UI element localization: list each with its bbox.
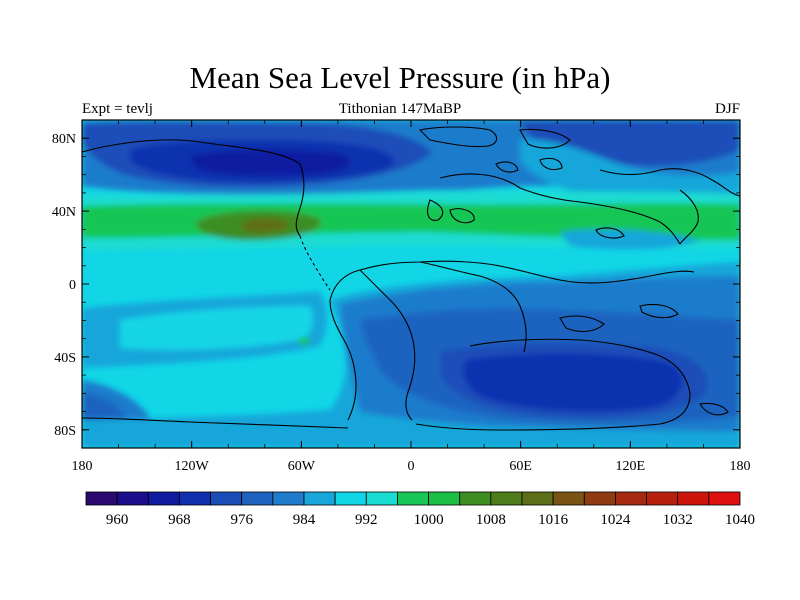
lat-tick-label: 40N xyxy=(52,205,76,220)
east-subtropical-high xyxy=(720,214,740,240)
south-small-high xyxy=(298,337,310,345)
colorbar-swatch xyxy=(116,491,149,506)
axis-layer: 80N 40N 0 40S 80S 180 120W 60W 0 60E 120E 180 xyxy=(52,119,751,474)
colorbar-swatch xyxy=(552,491,585,506)
colorbar-label: 1040 xyxy=(725,512,755,528)
colorbar-swatch xyxy=(147,491,180,506)
colorbar-swatch xyxy=(365,491,398,506)
colorbar-label: 1032 xyxy=(663,512,693,528)
southern-low-976 xyxy=(463,353,682,412)
arctic-low-968 xyxy=(190,149,351,176)
colorbar-swatch xyxy=(210,491,243,506)
colorbar-swatch xyxy=(241,491,274,506)
colorbar-swatch xyxy=(521,491,554,506)
colorbar-swatch xyxy=(490,491,523,506)
colorbar: 960 968 976 984 992 1000 1008 1016 1024 1032 1040 xyxy=(85,491,755,528)
colorbar-label: 1016 xyxy=(538,512,569,528)
lat-tick-label: 0 xyxy=(69,278,76,293)
colorbar-swatch xyxy=(428,491,461,506)
south-polar-band xyxy=(82,418,740,448)
period-label: Tithonian 147MaBP xyxy=(338,101,462,117)
colorbar-label: 976 xyxy=(230,512,253,528)
colorbar-swatch xyxy=(708,491,741,506)
lon-tick-label: 60W xyxy=(288,459,316,474)
coastlines xyxy=(82,126,740,431)
season-label: DJF xyxy=(714,101,740,117)
colorbar-label: 992 xyxy=(355,512,378,528)
colorbar-swatch xyxy=(615,491,647,506)
colorbar-swatch xyxy=(303,491,336,506)
experiment-label: Expt = tevlj xyxy=(82,101,153,117)
colorbar-swatch xyxy=(272,491,305,506)
colorbar-label: 960 xyxy=(106,512,129,528)
lat-tick-label: 80N xyxy=(52,132,76,147)
subtropical-high-1016 xyxy=(240,218,290,233)
colorbar-label: 968 xyxy=(168,512,191,528)
lon-tick-label: 120E xyxy=(616,459,646,474)
map-title: Mean Sea Level Pressure (in hPa) xyxy=(189,60,611,95)
colorbar-swatch xyxy=(646,491,679,506)
colorbar-swatch xyxy=(677,491,710,506)
lon-tick-label: 180 xyxy=(72,459,93,474)
lon-tick-label: 60E xyxy=(509,459,532,474)
colorbar-label: 1008 xyxy=(476,512,506,528)
lon-tick-label: 0 xyxy=(408,459,415,474)
colorbar-swatch xyxy=(583,491,616,506)
colorbar-swatch xyxy=(459,491,492,506)
lon-tick-label: 120W xyxy=(175,459,210,474)
east-arctic-tongue xyxy=(520,139,740,202)
lat-tick-label: 40S xyxy=(54,351,76,366)
colorbar-label: 1024 xyxy=(600,512,631,528)
south-pacific-ridge-core xyxy=(120,306,313,350)
colorbar-swatch xyxy=(397,491,429,506)
lat-tick-label: 80S xyxy=(54,424,76,439)
tethys-patch xyxy=(560,229,700,250)
colorbar-label: 1000 xyxy=(414,512,444,528)
colorbar-swatch xyxy=(334,491,367,506)
pressure-field xyxy=(82,120,740,448)
colorbar-label: 984 xyxy=(293,512,316,528)
colorbar-swatch xyxy=(85,491,118,506)
colorbar-swatch xyxy=(179,491,211,506)
lon-tick-label: 180 xyxy=(730,459,751,474)
